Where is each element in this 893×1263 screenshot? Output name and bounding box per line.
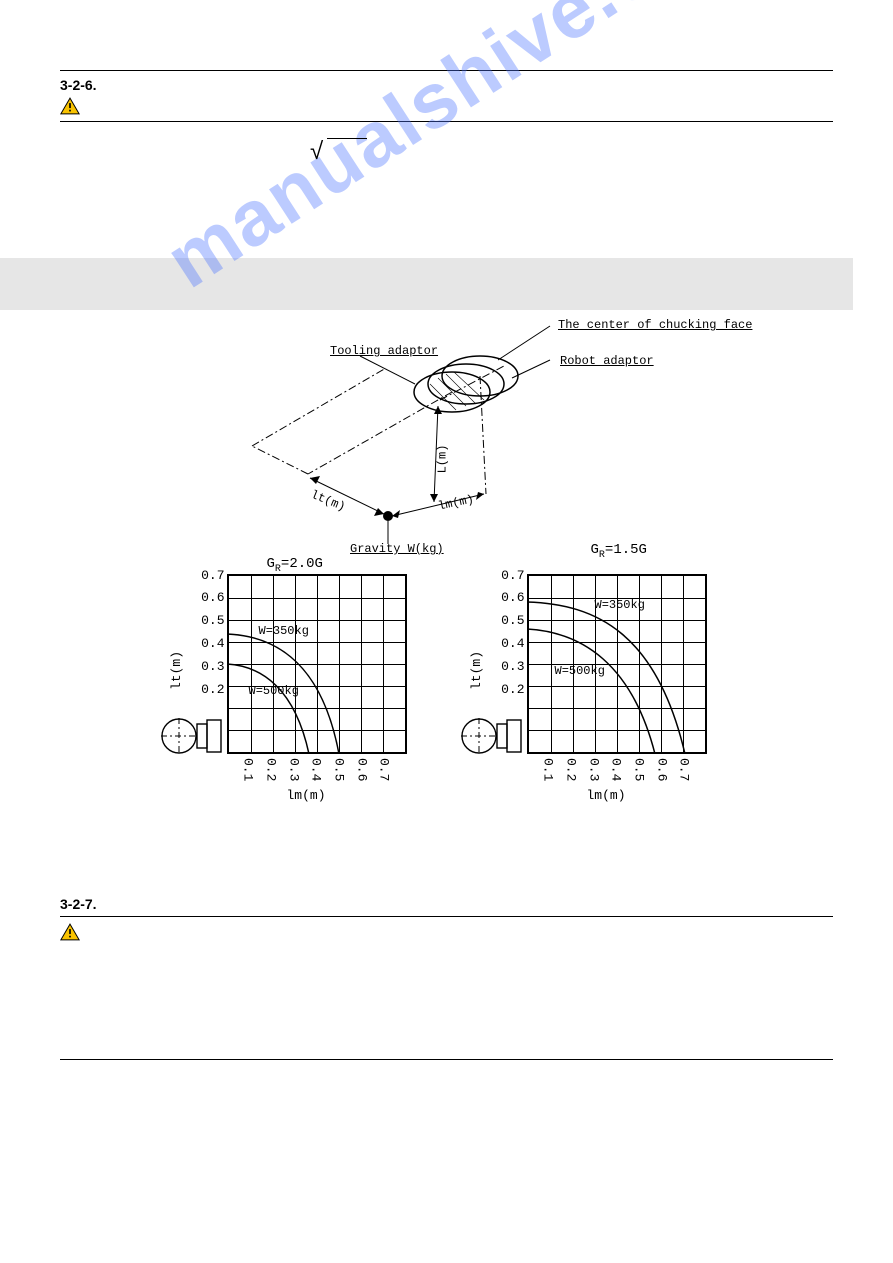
curve-label-w350-left: W=350kg <box>259 624 309 638</box>
xtick: 0.2 <box>564 758 579 781</box>
adaptor-diagram: Tooling adaptor The center of chucking f… <box>60 316 833 566</box>
chart-left: GR=2.0G W=350kg W=500kg 0.7 0.6 0.5 <box>167 556 427 836</box>
caution-icon <box>60 923 80 941</box>
chart-left-curves <box>227 574 407 754</box>
xtick: 0.2 <box>264 758 279 781</box>
formula-area: √ <box>225 132 833 252</box>
xlabel: lm(m) <box>587 788 626 803</box>
ytick: 0.7 <box>199 568 225 583</box>
section2-number: 3-2-7. <box>60 896 833 912</box>
axis-origin-glyph <box>161 714 233 758</box>
caution-icon <box>60 97 80 115</box>
curve-label-w500-right: W=500kg <box>555 664 605 678</box>
chart-right: GR=1.5G W=350kg W=500kg 0.7 0.6 0.5 0.4 <box>467 556 727 836</box>
chart-left-title: GR=2.0G <box>267 556 323 575</box>
ytick: 0.7 <box>499 568 525 583</box>
xlabel: lm(m) <box>287 788 326 803</box>
caution-block <box>60 95 833 122</box>
xtick: 0.4 <box>309 758 324 781</box>
xtick: 0.7 <box>677 758 692 781</box>
ytick: 0.6 <box>199 590 225 605</box>
ytick: 0.4 <box>199 636 225 651</box>
section-number: 3-2-6. <box>60 77 833 93</box>
label-tooling-adaptor: Tooling adaptor <box>330 344 438 358</box>
section2-caution <box>60 917 833 949</box>
ylabel: lt(m) <box>169 651 184 690</box>
curve-label-w500-left: W=500kg <box>249 684 299 698</box>
top-rule <box>60 70 833 71</box>
label-center-chucking: The center of chucking face <box>558 318 752 332</box>
charts-row: GR=2.0G W=350kg W=500kg 0.7 0.6 0.5 <box>60 556 833 836</box>
ytick: 0.6 <box>499 590 525 605</box>
ytick: 0.5 <box>199 613 225 628</box>
label-robot-adaptor: Robot adaptor <box>560 354 654 368</box>
curve-label-w350-right: W=350kg <box>595 598 645 612</box>
xtick: 0.6 <box>655 758 670 781</box>
ytick: 0.5 <box>499 613 525 628</box>
ytick: 0.3 <box>499 659 525 674</box>
chart-right-title: GR=1.5G <box>591 542 647 561</box>
ytick: 0.3 <box>199 659 225 674</box>
section2-bottom-rule <box>60 1059 833 1060</box>
ytick: 0.4 <box>499 636 525 651</box>
sqrt-bar <box>327 138 367 139</box>
xtick: 0.4 <box>609 758 624 781</box>
ylabel: lt(m) <box>469 651 484 690</box>
page: manualshive.com 3-2-6. √ <box>0 0 893 1263</box>
xtick: 0.1 <box>241 758 256 781</box>
label-gravity: Gravity W(kg) <box>350 542 444 556</box>
xtick: 0.1 <box>541 758 556 781</box>
gray-band <box>0 258 853 310</box>
xtick: 0.6 <box>355 758 370 781</box>
xtick: 0.5 <box>632 758 647 781</box>
ytick: 0.2 <box>499 682 525 697</box>
xtick: 0.3 <box>287 758 302 781</box>
xtick: 0.3 <box>587 758 602 781</box>
sqrt-symbol: √ <box>310 138 323 166</box>
ytick: 0.2 <box>199 682 225 697</box>
section2-spacer <box>60 836 833 896</box>
label-L: L(m) <box>435 445 449 474</box>
axis-origin-glyph <box>461 714 533 758</box>
xtick: 0.5 <box>332 758 347 781</box>
xtick: 0.7 <box>377 758 392 781</box>
